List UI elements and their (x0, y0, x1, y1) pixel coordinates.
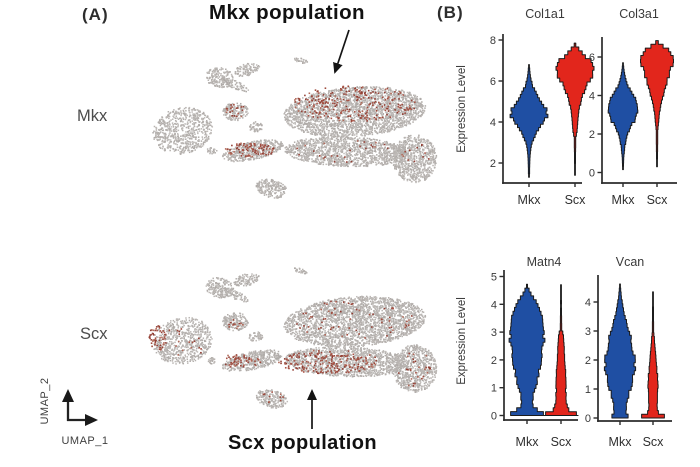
x-category-label: Mkx (609, 435, 633, 449)
y-tick-label: 6 (589, 52, 595, 64)
y-tick-label: 2 (589, 129, 595, 141)
row-label-mkx: Mkx (77, 107, 108, 125)
violin-title-vcan: Vcan (615, 255, 645, 269)
violin-plot-col1a1: 2 4 6 8 Mkx Scx (490, 34, 595, 207)
x-category-label: Scx (565, 193, 587, 207)
y-tick-label: 4 (589, 91, 595, 103)
violin-col3a1-mkx (607, 62, 639, 171)
violin-vcan-mkx (603, 283, 637, 419)
y-tick-label: 4 (585, 297, 591, 309)
mkx-population-annotation: Mkx population (209, 1, 365, 24)
x-category-label: Scx (643, 435, 665, 449)
umap-axes-arrows (62, 389, 98, 426)
y-tick-label: 5 (491, 272, 497, 284)
y-tick-label: 2 (585, 355, 591, 367)
violin-col1a1-scx (555, 42, 595, 176)
y-tick-label: 0 (585, 413, 591, 425)
y-tick-label: 0 (589, 168, 595, 180)
violin-vcan-scx (641, 291, 665, 419)
y-tick-label: 0 (491, 411, 497, 423)
violin-title-col3a1: Col3a1 (619, 7, 659, 21)
y-tick-label: 3 (585, 326, 591, 338)
violin-matn4-mkx (508, 283, 546, 416)
y-tick-label: 2 (491, 355, 497, 367)
scx-population-annotation: Scx population (228, 432, 377, 454)
violin-plot-vcan: 0 1 2 3 4 Mkx Scx (585, 275, 672, 449)
umap-scatter-mkx (140, 55, 440, 220)
x-category-label: Mkx (612, 193, 636, 207)
panel-b-label: (B) (437, 3, 464, 22)
x-category-label: Scx (551, 435, 573, 449)
violin-col3a1-scx (640, 40, 674, 168)
violin-title-matn4: Matn4 (526, 255, 562, 269)
row-label-scx: Scx (80, 325, 108, 343)
x-category-label: Mkx (516, 435, 540, 449)
violin-plot-matn4: 0 1 2 3 4 5 Mkx Scx (491, 270, 579, 449)
umap-scatter-scx (140, 265, 440, 430)
y-tick-label: 1 (491, 383, 497, 395)
y-tick-label: 2 (490, 158, 496, 170)
x-category-label: Scx (647, 193, 669, 207)
y-tick-label: 1 (585, 384, 591, 396)
annotation-arrows (307, 29, 350, 429)
x-category-label: Mkx (518, 193, 542, 207)
y-tick-label: 4 (490, 117, 496, 129)
umap1-axis-label: UMAP_1 (61, 435, 109, 447)
violin-plot-col3a1: 0 2 4 6 Mkx Scx (589, 37, 677, 207)
y-tick-label: 3 (491, 327, 497, 339)
violin-title-col1a1: Col1a1 (525, 7, 565, 21)
y-tick-label: 6 (490, 76, 496, 88)
panel-a-label: (A) (82, 5, 109, 24)
y-tick-label: 4 (491, 299, 497, 311)
violin-matn4-scx (543, 284, 579, 416)
y-tick-label: 8 (490, 35, 496, 47)
violin-col1a1-mkx (509, 64, 549, 178)
mkx-population-arrow (333, 29, 350, 74)
